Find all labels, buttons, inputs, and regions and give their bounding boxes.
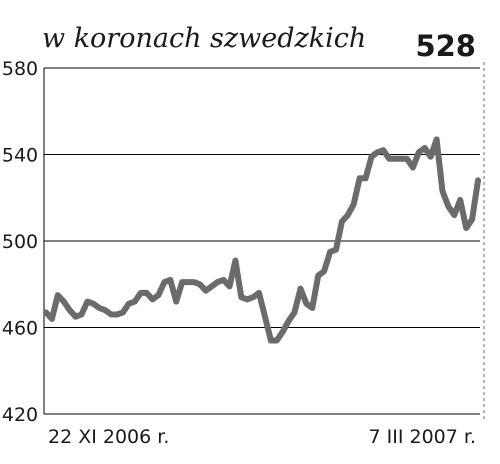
plot-frame: [43, 62, 485, 420]
last-value-label: 528: [415, 29, 476, 63]
y-tick-label-460: 460: [2, 318, 38, 340]
chart-subtitle: w koronach szwedzkich: [42, 23, 366, 54]
y-tick-label-420: 420: [2, 404, 38, 426]
series-layer: [43, 136, 481, 344]
y-tick-label-580: 580: [2, 58, 38, 80]
x-start-date-label: 22 XI 2006 r.: [48, 426, 169, 448]
y-tick-label-540: 540: [2, 145, 38, 167]
y-axis-ticks: 580 540 500 460 420: [2, 58, 38, 426]
x-end-date-label: 7 III 2007 r.: [369, 426, 476, 448]
series-line: [43, 136, 481, 344]
y-tick-label-500: 500: [2, 231, 38, 253]
grid-layer: [44, 154, 480, 328]
